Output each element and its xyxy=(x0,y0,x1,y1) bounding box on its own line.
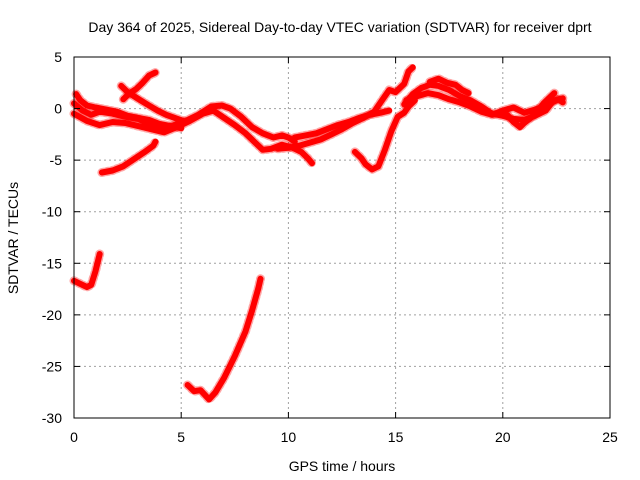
series-arc-13-jitter xyxy=(502,88,559,132)
chart-title: Day 364 of 2025, Sidereal Day-to-day VTE… xyxy=(88,19,591,35)
series-arc-14-jitter xyxy=(69,249,105,292)
x-tick-label: 10 xyxy=(281,429,297,445)
series-arc-10-jitter xyxy=(399,80,568,125)
x-axis-label: GPS time / hours xyxy=(289,458,396,474)
series-arc-8 xyxy=(274,64,416,152)
y-axis-label: SDTVAR / TECUs xyxy=(5,182,21,294)
x-tick-label: 0 xyxy=(70,429,78,445)
series-arc-12 xyxy=(426,75,472,97)
series-arc-9 xyxy=(351,97,418,173)
y-tick-label: 0 xyxy=(54,101,62,117)
series-arc-9-jitter xyxy=(350,95,420,174)
series-arc-6-jitter xyxy=(97,137,160,177)
y-tick-label: -5 xyxy=(50,152,63,168)
y-tick-label: -30 xyxy=(42,410,62,426)
x-tick-label: 5 xyxy=(177,429,185,445)
x-tick-label: 20 xyxy=(495,429,511,445)
series-group xyxy=(69,62,568,404)
x-tick-label: 15 xyxy=(388,429,404,445)
series-arc-5-jitter xyxy=(118,68,160,104)
y-tick-label: -15 xyxy=(42,255,62,271)
series-arc-15 xyxy=(184,275,264,403)
y-tick-label: -25 xyxy=(42,358,62,374)
series-arc-3-jitter xyxy=(71,89,186,133)
series-arc-5 xyxy=(120,69,159,103)
y-tick-label: -20 xyxy=(42,307,62,323)
series-arc-15-jitter xyxy=(183,274,265,404)
series-arc-8-jitter xyxy=(273,62,418,154)
y-tick-label: -10 xyxy=(42,204,62,220)
series-arc-14 xyxy=(71,251,103,290)
y-tick-label: 5 xyxy=(54,49,62,65)
plot-frame xyxy=(73,56,611,419)
ticks: 0 5 10 15 20 25 5 0 -5 -10 -15 -20 -25 -30 xyxy=(42,49,618,445)
series-arc-13 xyxy=(504,90,558,131)
series-arc-12-jitter xyxy=(425,74,473,98)
series-arc-3 xyxy=(73,91,185,132)
x-tick-label: 25 xyxy=(602,429,618,445)
series-arc-10 xyxy=(401,81,566,123)
series-arc-6 xyxy=(98,138,159,176)
